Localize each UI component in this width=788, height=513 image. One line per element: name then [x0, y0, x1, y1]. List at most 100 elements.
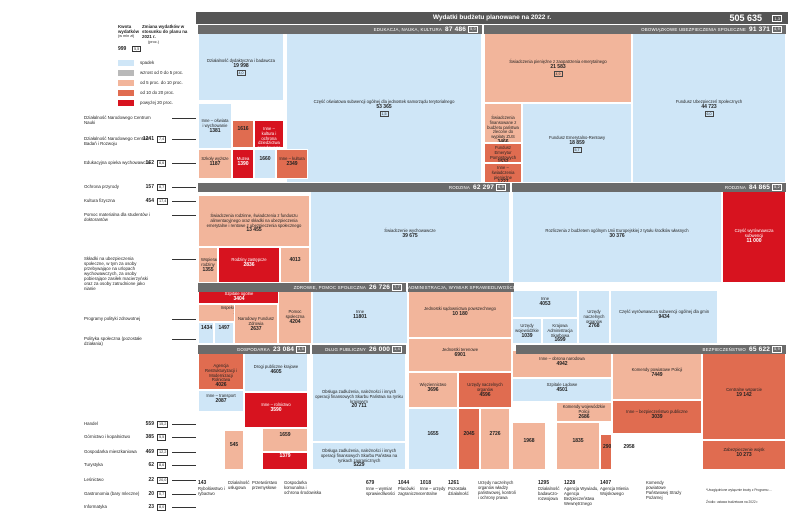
tile-label: Agencja Restrukturyzacji i Modernizacji …	[201, 363, 241, 389]
tile-name: Centralne wsparcie	[726, 387, 762, 392]
section-value: 23 084	[273, 346, 295, 353]
treemap-tile: Szpitale Lądowe 4501	[512, 378, 612, 402]
tile-value: 4026	[215, 382, 227, 389]
tile-label: Szkoły wyższe 1187	[201, 156, 229, 167]
bottom-label: Komendy powiatowe Państwowej Straży Poża…	[646, 480, 684, 500]
side-value: 62	[148, 462, 154, 468]
leader-line	[172, 319, 196, 320]
side-value: 559	[145, 421, 154, 427]
bottom-label: 1018 Inne – urzędy centralne	[420, 480, 458, 497]
treemap-tile: 2958	[612, 434, 646, 470]
tile-value: 1227	[497, 179, 509, 183]
treemap-tile: 1660	[254, 149, 276, 179]
tile-value: 2045	[463, 431, 475, 437]
tile-change: 5,7	[572, 146, 582, 154]
leader-line	[172, 259, 196, 260]
tile-value: 545	[229, 442, 239, 448]
treemap-tile: Szkoły wyższe 1187	[198, 149, 232, 179]
bottom-text: Komendy powiatowe Państwowej Straży Poża…	[646, 480, 682, 500]
tile-name: Wspieranie rodziny	[201, 257, 217, 267]
tile-label: Inne – transport 2087	[201, 393, 241, 404]
tile-label: Rozliczenia z budżetem ogólnym Unii Euro…	[515, 228, 719, 239]
tile-label: Urzędy naczelnych organów 2768	[581, 309, 607, 329]
legend-swatch	[118, 90, 134, 96]
tile-label: Inne – świadczenia pieniężne 1227	[487, 165, 519, 183]
tile-name: Inne – bezpieczeństwo publiczne	[626, 409, 688, 414]
treemap-tile: Inne – transport 2087	[198, 390, 244, 412]
leader-line	[172, 187, 196, 188]
side-label: Górnictwo i kopalnictwo	[84, 434, 131, 439]
bottom-text: Działalność usługowa	[228, 480, 250, 490]
tile-label: Część oświatowa subwencji ogólnej dla je…	[289, 99, 479, 118]
treemap-tile: 4013	[280, 247, 310, 283]
section-name: BEZPIECZEŃSTWO	[702, 347, 747, 352]
side-change: 7,4	[157, 136, 167, 143]
tile-label: Świadczenie wychowawcze 39 675	[313, 228, 507, 239]
tile-label: 1434	[201, 326, 212, 331]
tile-value: 39 675	[402, 232, 418, 239]
treemap-tile: Inne – bezpieczeństwo publiczne 3039	[612, 400, 702, 434]
tile-label: Część wyrównawcza subwencji 11 000	[725, 228, 783, 243]
bottom-label: 1407 Agencja Mienia Wojskowego	[600, 480, 638, 497]
treemap-tile: Świadczenie wychowawcze 39 675	[310, 189, 510, 283]
side-value: 20	[148, 491, 154, 497]
side-change: 8,7	[157, 184, 167, 191]
treemap-tile: Działalność dydaktyczna i badawcza 19 998…	[198, 31, 284, 101]
side-change: 12,2	[157, 449, 169, 456]
leader-line	[172, 215, 196, 216]
tile-label: 545	[227, 443, 241, 448]
tile-label: Drogi publiczne krajowe 4605	[247, 364, 305, 375]
bottom-value: 1018	[420, 480, 432, 486]
tile-value: 1355	[202, 266, 214, 273]
treemap-tile: Więziennictwo 3696	[408, 372, 458, 408]
tile-value: 3039	[651, 413, 663, 420]
tile-value: 19 142	[736, 391, 752, 398]
side-change: 6,6	[157, 160, 167, 167]
tile-name: Inne – rolnictwo	[261, 402, 291, 407]
bottom-text: Agencja Mienia Wojskowego	[600, 486, 629, 496]
tile-name: Szpitale Lądowe	[546, 382, 578, 387]
tile-name: Obsługa zadłużenia, należności i innych …	[320, 448, 398, 463]
tile-label: Inne – oświata i wychowanie 1381	[201, 118, 229, 134]
legend-change-header: Zmiana wydatków w stosunku do planu na 2…	[142, 24, 188, 39]
tile-value: 4605	[270, 368, 282, 375]
tile-name: Rodziny zastępcze	[231, 257, 267, 262]
section-value: 26 726	[369, 284, 391, 291]
treemap-tile: Część wyrównawcza subwencji ogólnej dla …	[610, 290, 718, 344]
section-name: RODZINA	[724, 185, 747, 190]
leader-line	[172, 163, 196, 164]
section-change: 1,4	[392, 346, 402, 353]
side-label: Składki na ubezpieczenia społeczne, w ty…	[84, 256, 148, 291]
tile-label: 1497	[217, 326, 231, 331]
bottom-text: Pozostała działalność	[448, 486, 469, 496]
side-value: 22	[148, 477, 154, 483]
tile-name: Urzędy naczelnych organów	[583, 309, 605, 324]
tile-name: Inne – świadczenia pieniężne	[491, 165, 515, 180]
treemap-tile: Agencja Restrukturyzacji i Modernizacji …	[198, 352, 244, 390]
tile-name: Krajowa Administracja Skarbowa	[547, 323, 573, 338]
leader-line	[172, 437, 196, 438]
bottom-label: Działalność usługowa	[228, 480, 266, 490]
tile-label: 1835	[559, 439, 597, 444]
tile-value: 1381	[209, 127, 221, 134]
section-name: EDUKACJA, NAUKA, KULTURA	[373, 27, 443, 32]
leader-line	[172, 465, 196, 466]
bottom-label: 1261 Pozostała działalność	[448, 480, 486, 497]
tile-name: Inne – obrona narodowa	[539, 356, 585, 361]
tile-label: Urzędy wojewódzkie 1039	[515, 323, 539, 338]
tile-label: Muzea 1390	[235, 156, 251, 167]
tile-value: 4013	[289, 257, 301, 263]
tile-value: 53 365	[376, 103, 392, 110]
tile-value: 1968	[523, 438, 535, 444]
section-header: RODZINA 84 865 5,2	[512, 183, 786, 192]
tile-name: Inne – oświata i wychowanie	[201, 118, 229, 128]
tile-value: 19 998	[233, 62, 249, 69]
treemap-tile: Świadczenia pieniężne z zaopatrzenia eme…	[484, 31, 632, 103]
bottom-text: Działalność badawczo-rozwojowa	[538, 486, 560, 501]
section-header: RODZINA 62 297 6,9	[198, 183, 510, 192]
side-change: 17,4	[157, 198, 169, 205]
bottom-label: 1228 Agencja Wywiadu, Agencja Bezpieczeńs…	[564, 480, 602, 507]
section-header: GOSPODARKA 23 084 3,5	[198, 345, 310, 354]
side-value: 385	[145, 434, 154, 440]
tile-name: Fundusz Emerytur Pomostowych	[489, 145, 517, 160]
